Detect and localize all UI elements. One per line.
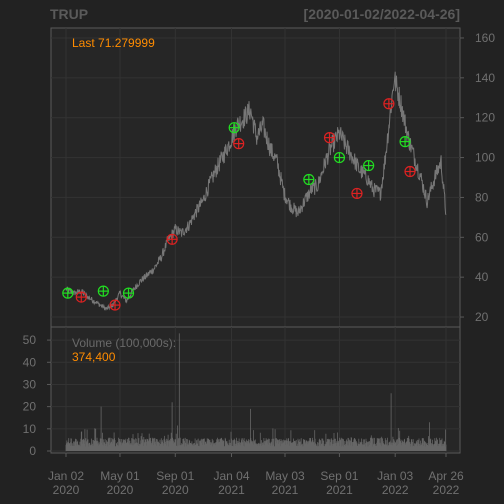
price-series [65,71,447,312]
price-line [65,71,447,312]
volume-tick-label: 10 [23,422,37,436]
x-tick-label-month: Jan 04 [213,469,249,483]
chart-title: TRUP [50,6,88,22]
x-tick-label-year: 2022 [433,483,460,497]
x-tick-label-year: 2021 [218,483,245,497]
volume-tick-label: 50 [23,333,37,347]
trade-markers [62,98,416,311]
x-tick-label-month: Apr 26 [428,469,464,483]
sell-marker [383,98,395,110]
price-tick-label: 100 [475,151,495,165]
x-tick-label-year: 2020 [53,483,80,497]
volume-tick-label: 20 [23,400,37,414]
volume-panel: 0 10 20 30 40 50 [23,326,461,458]
volume-tick-label: 40 [23,355,37,369]
buy-marker [228,122,240,134]
buy-marker [399,136,411,148]
price-tick-label: 120 [475,111,495,125]
price-tick-label: 60 [475,230,489,244]
buy-marker [97,285,109,297]
volume-y-axis: 0 10 20 30 40 50 [23,333,51,458]
sell-marker [323,132,336,144]
volume-tick-label: 0 [29,444,36,458]
x-tick-label-year: 2021 [326,483,353,497]
x-tick-label-year: 2022 [382,483,409,497]
x-tick-label-month: Sep 01 [156,469,194,483]
sell-marker [233,138,245,150]
date-range-label: [2020-01-02/2022-04-26] [304,6,460,22]
volume-label: Volume (100,000s): [72,336,176,350]
volume-tick-label: 30 [23,377,37,391]
price-panel-frame [50,27,461,328]
buy-marker [303,173,315,186]
volume-bars-path [65,333,447,451]
x-tick-label-year: 2020 [162,483,189,497]
price-y-axis: 20 40 60 80 100 120 140 160 [460,31,495,324]
sell-marker [404,165,416,178]
buy-marker [122,287,135,299]
price-tick-label: 20 [475,310,489,324]
x-tick-label-month: Jan 02 [48,469,84,483]
sell-marker [75,291,87,303]
x-tick-label-year: 2021 [272,483,299,497]
buy-marker [62,287,74,299]
sell-marker [109,299,121,311]
price-tick-label: 160 [475,31,495,45]
sell-marker [351,187,363,200]
buy-marker [333,151,346,164]
price-panel: 20 40 60 80 100 120 140 160 [50,27,495,328]
price-tick-label: 80 [475,190,489,204]
x-tick-label-month: May 03 [265,469,305,483]
volume-bars [65,333,447,451]
sell-marker [166,233,178,245]
last-price-label: Last 71.279999 [72,36,155,50]
volume-grid [51,327,460,453]
x-tick-label-year: 2020 [107,483,134,497]
price-tick-label: 140 [475,71,495,85]
price-tick-label: 40 [475,270,489,284]
volume-last-value: 374,400 [72,350,116,364]
price-grid [51,28,460,327]
x-tick-label-month: May 01 [100,469,140,483]
volume-panel-frame [50,326,461,454]
x-tick-label-month: Sep 01 [320,469,358,483]
x-tick-label-month: Jan 03 [377,469,413,483]
buy-marker [363,159,375,172]
